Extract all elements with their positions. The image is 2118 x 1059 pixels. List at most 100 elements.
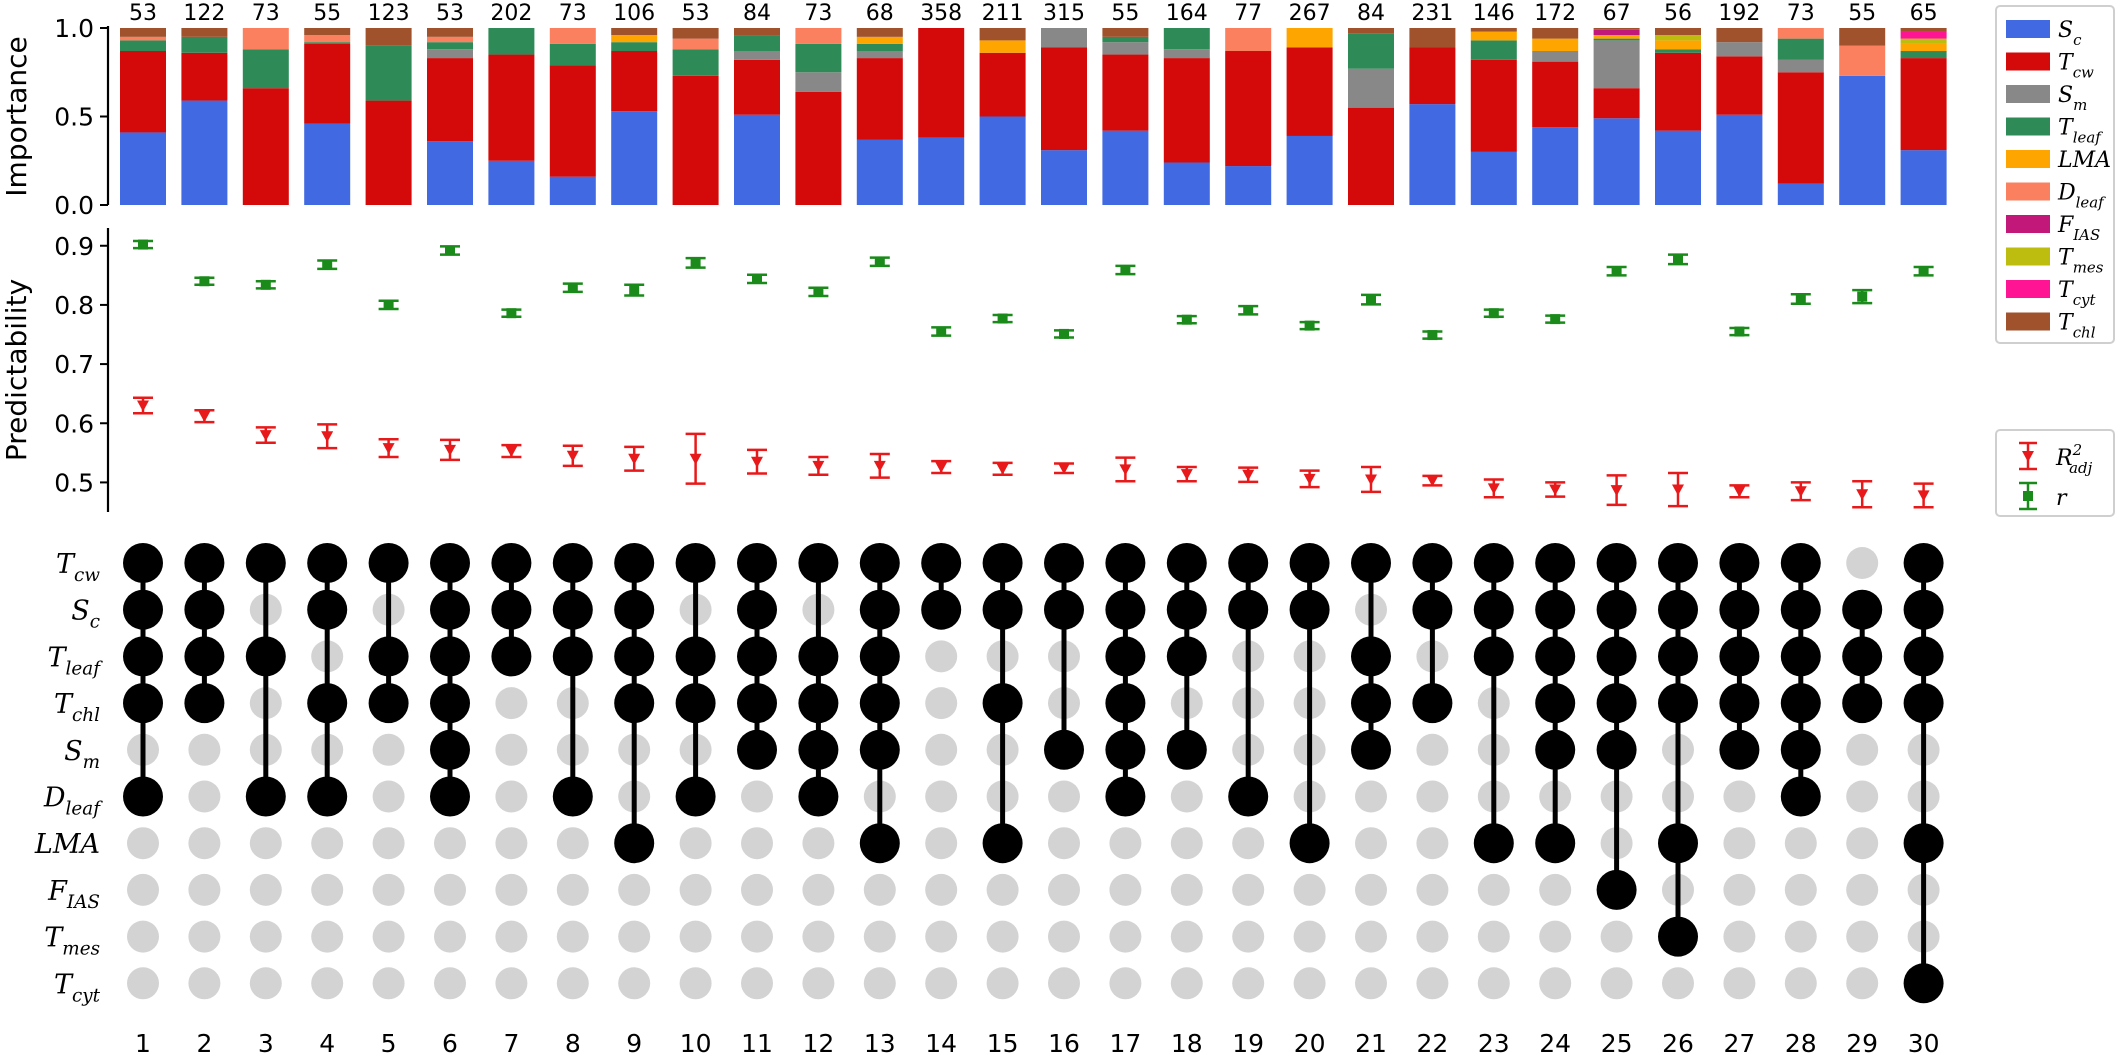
row-label-Sc-sub: c (90, 612, 100, 633)
matrix-dot-empty (1170, 827, 1203, 860)
matrix-dot-empty (1232, 873, 1265, 906)
bar-segment-Tchl-6 (427, 28, 473, 37)
column-label-20: 20 (1294, 1029, 1326, 1058)
point-r-28 (1795, 294, 1806, 304)
legend-label-Dleaf-sub: leaf (2076, 194, 2107, 212)
matrix-dot-filled-Sc-9 (614, 589, 655, 630)
point-r-21 (1366, 294, 1376, 305)
legend-label-Sm-base: S (2058, 83, 2073, 108)
matrix-dot-filled-Tcw-23 (1473, 543, 1514, 583)
matrix-dot-empty (925, 967, 958, 1000)
row-label-Tleaf-base: T (48, 642, 68, 673)
row-label-Tchl: Tchl (54, 689, 100, 726)
matrix-dot-empty (863, 920, 896, 953)
matrix-dot-filled-Tchl-29 (1842, 683, 1883, 724)
bar-segment-Sm-27 (1716, 42, 1763, 57)
bar-segment-Tleaf-2 (181, 36, 228, 53)
matrix-dot-filled-Sc-16 (1044, 589, 1084, 630)
point-r-22 (1427, 330, 1438, 341)
matrix-dot-empty (679, 827, 712, 860)
bar-segment-Tcw-6 (427, 58, 473, 142)
bar-segment-LMA-20 (1286, 28, 1333, 48)
bar-segment-Tcw-14 (918, 28, 965, 138)
row-label-Tcw-sub: cw (74, 565, 100, 586)
matrix-dot-empty (1784, 920, 1817, 953)
matrix-dot-filled-Tleaf-11 (737, 636, 777, 677)
count-label-10: 53 (682, 1, 710, 26)
matrix-dot-empty (188, 967, 221, 1000)
bar-segment-Tcw-30 (1900, 58, 1947, 151)
matrix-dot-filled-Dleaf-17 (1105, 776, 1146, 817)
matrix-dot-filled-Tchl-2 (184, 683, 225, 724)
legend-swatch-Tleaf (2006, 117, 2050, 136)
legend-label-r: r (2056, 486, 2068, 511)
bar-segment-Sm-12 (795, 72, 842, 92)
bar-segment-LMA-25 (1593, 35, 1640, 39)
matrix-dot-filled-Tcw-2 (184, 543, 225, 583)
bar-segment-Tcw-13 (856, 58, 903, 140)
matrix-dot-empty (1723, 873, 1756, 906)
matrix-dot-filled-Tcw-7 (491, 543, 532, 583)
matrix-dot-filled-Sc-22 (1412, 589, 1453, 630)
point-R2adj-12 (812, 460, 825, 472)
matrix-dot-filled-Tcyt-30 (1903, 963, 1944, 1004)
matrix-dot-empty (1846, 733, 1879, 766)
bar-segment-Tleaf-12 (795, 43, 842, 73)
matrix-dot-filled-Tchl-15 (982, 683, 1023, 724)
matrix-dot-empty (741, 827, 773, 860)
matrix-dot-empty (1109, 873, 1142, 906)
matrix-dot-empty (1600, 967, 1633, 1000)
matrix-dot-filled-Sc-20 (1289, 589, 1330, 630)
bar-segment-Dleaf-28 (1777, 28, 1824, 39)
bar-segment-Sc-6 (427, 141, 473, 205)
matrix-dot-empty (495, 827, 528, 860)
importance-y-tick-label: 0.0 (54, 191, 94, 220)
bar-segment-Tcw-22 (1409, 47, 1456, 105)
matrix-dot-filled-Tleaf-5 (368, 636, 409, 677)
count-label-26: 56 (1664, 1, 1692, 26)
predictability-y-tick-label: 0.7 (54, 350, 94, 379)
matrix-dot-filled-Tcw-19 (1228, 543, 1269, 583)
count-label-8: 73 (559, 1, 587, 26)
bar-segment-Tleaf-18 (1163, 28, 1210, 50)
matrix-dot-empty (1784, 967, 1817, 1000)
matrix-dot-filled-Tcw-26 (1658, 543, 1698, 583)
bar-segment-Tchl-9 (611, 28, 658, 36)
legend-label-Sc-sub: c (2073, 31, 2082, 49)
point-r-18 (1181, 314, 1192, 325)
matrix-dot-filled-Sc-13 (859, 589, 900, 630)
matrix-dot-filled-Tcw-11 (737, 543, 777, 583)
matrix-dot-empty (1355, 920, 1387, 953)
matrix-dot-empty (495, 687, 528, 720)
matrix-dot-filled-Tchl-28 (1780, 683, 1821, 724)
column-label-18: 18 (1171, 1029, 1203, 1058)
column-label-3: 3 (258, 1029, 274, 1058)
matrix-dot-filled-Tleaf-18 (1166, 636, 1207, 677)
matrix-dot-empty (556, 967, 589, 1000)
matrix-dot-filled-LMA-30 (1903, 823, 1944, 864)
bar-segment-Tleaf-21 (1348, 33, 1394, 69)
matrix-dot-empty (434, 967, 466, 1000)
matrix-dot-filled-Tcw-3 (245, 543, 286, 583)
legend-label-R2adj-base: R (2055, 446, 2073, 471)
column-label-27: 27 (1723, 1029, 1755, 1058)
matrix-dot-empty (1723, 780, 1756, 813)
matrix-dot-filled-Dleaf-3 (245, 776, 286, 817)
bar-segment-Sc-4 (304, 123, 351, 205)
matrix-dot-filled-Sm-11 (737, 729, 777, 770)
predictability-y-tick-label: 0.8 (54, 291, 94, 320)
point-r-19 (1243, 305, 1254, 316)
bar-segment-Tleaf-25 (1593, 38, 1640, 41)
matrix-dot-empty (249, 967, 282, 1000)
matrix-dot-empty (1109, 827, 1142, 860)
row-label-LMA-base: LMA (34, 829, 100, 860)
count-label-6: 53 (436, 1, 464, 26)
matrix-dot-empty (249, 827, 282, 860)
point-R2adj-4 (321, 431, 334, 443)
matrix-dot-filled-Tchl-13 (859, 683, 900, 724)
point-r-24 (1550, 314, 1561, 325)
bar-segment-Tcw-25 (1593, 88, 1640, 119)
bar-segment-Tchl-1 (120, 28, 166, 37)
bar-segment-Sc-20 (1286, 135, 1333, 205)
matrix-dot-filled-Tchl-22 (1412, 683, 1453, 724)
